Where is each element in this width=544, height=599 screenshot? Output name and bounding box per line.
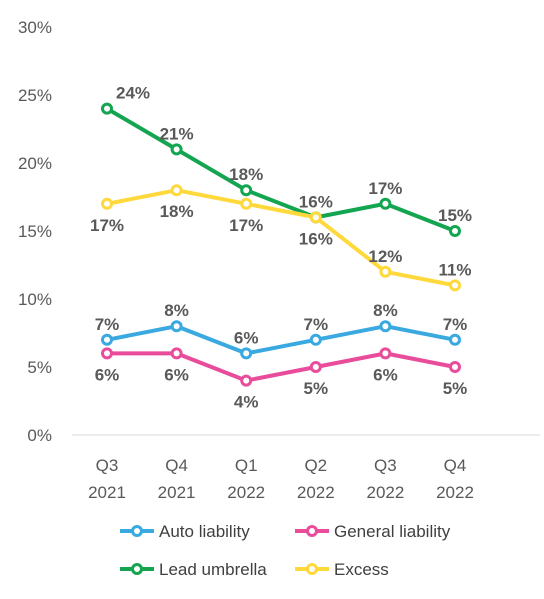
data-label: 8% — [373, 301, 398, 320]
legend: Auto liability General liability Lead umbr… — [120, 522, 451, 579]
auto-liability-point — [101, 333, 113, 346]
lead-umbrella-point — [240, 184, 253, 197]
auto-liability-legend-marker — [131, 525, 143, 537]
lead-umbrella-point — [379, 197, 392, 210]
x-tick-label: Q3 — [96, 456, 119, 475]
data-label: 24% — [116, 84, 150, 103]
excess-point — [170, 184, 183, 197]
data-label: 21% — [160, 124, 194, 143]
y-tick-label: 20% — [18, 154, 52, 173]
general-liability-point — [240, 374, 253, 387]
lead-umbrella-legend-marker — [131, 563, 143, 575]
excess-point — [240, 197, 253, 210]
data-label: 6% — [234, 328, 259, 347]
x-tick-label: Q2 — [304, 456, 327, 475]
y-tick-label: 15% — [18, 222, 52, 241]
y-tick-label: 0% — [27, 426, 52, 445]
lead-umbrella-point — [101, 102, 113, 115]
data-label: 5% — [304, 379, 329, 398]
y-tick-label: 5% — [27, 358, 52, 377]
axis-layer: 0% 5% 10% 15% 20% 25% 30% Q3 2021 Q4 2021 Q1 2022 Q2 2… — [18, 18, 540, 502]
excess-line — [105, 188, 457, 288]
data-label-layer: 7% 8% 6% 7% 8% 7% 6% 6% 4% 5% 6% 5% 24% 21% 18% 16% 17% 1… — [90, 84, 472, 412]
general-liability-legend-marker — [306, 525, 318, 537]
data-label: 17% — [368, 179, 402, 198]
general-liability-point — [101, 347, 113, 360]
x-tick-label: 2021 — [88, 483, 126, 502]
general-liability-point — [309, 361, 322, 373]
y-tick-label: 25% — [18, 86, 52, 105]
legend-label: Lead umbrella — [159, 560, 267, 579]
series-layer — [101, 102, 461, 387]
x-tick-label: 2022 — [366, 483, 404, 502]
lead-umbrella-point — [170, 143, 183, 156]
general-liability-line — [105, 351, 457, 383]
data-label: 15% — [438, 206, 472, 225]
data-label: 6% — [95, 365, 120, 384]
data-label: 5% — [443, 379, 468, 398]
auto-liability-point — [309, 333, 322, 346]
general-liability-point — [449, 361, 461, 373]
data-label: 7% — [443, 315, 468, 334]
data-label: 16% — [299, 192, 333, 211]
data-label: 7% — [95, 315, 120, 334]
legend-label: Auto liability — [159, 522, 250, 541]
lead-umbrella-point — [449, 225, 461, 237]
data-label: 6% — [164, 365, 189, 384]
data-label: 12% — [368, 247, 402, 266]
x-tick-label: Q4 — [444, 456, 467, 475]
x-tick-label: Q3 — [374, 456, 397, 475]
general-liability-point — [170, 347, 183, 360]
legend-label: General liability — [334, 522, 451, 541]
excess-point — [101, 197, 113, 210]
x-tick-label: Q1 — [235, 456, 258, 475]
data-label: 11% — [438, 260, 471, 279]
general-liability-point — [379, 347, 392, 360]
data-label: 18% — [160, 202, 194, 221]
data-label: 18% — [229, 165, 263, 184]
data-label: 4% — [234, 393, 259, 412]
auto-liability-point — [240, 347, 253, 360]
auto-liability-point — [449, 333, 461, 346]
data-label: 7% — [304, 315, 329, 334]
data-label: 8% — [164, 301, 189, 320]
data-label: 17% — [229, 216, 263, 235]
y-tick-label: 10% — [18, 290, 52, 309]
auto-liability-point — [379, 320, 392, 333]
y-tick-label: 30% — [18, 18, 52, 37]
excess-legend-marker — [306, 563, 318, 575]
x-tick-label: 2022 — [436, 483, 474, 502]
excess-point — [449, 279, 461, 292]
x-tick-label: 2022 — [227, 483, 265, 502]
auto-liability-point — [170, 320, 183, 333]
data-label: 16% — [299, 229, 333, 248]
legend-label: Excess — [334, 560, 389, 579]
excess-point — [379, 265, 392, 278]
x-tick-label: Q4 — [165, 456, 188, 475]
data-label: 6% — [373, 365, 398, 384]
x-tick-label: 2021 — [158, 483, 196, 502]
data-label: 17% — [90, 216, 124, 235]
excess-point — [309, 211, 322, 224]
x-tick-label: 2022 — [297, 483, 335, 502]
auto-liability-line — [105, 324, 457, 356]
lead-umbrella-line — [105, 106, 457, 233]
